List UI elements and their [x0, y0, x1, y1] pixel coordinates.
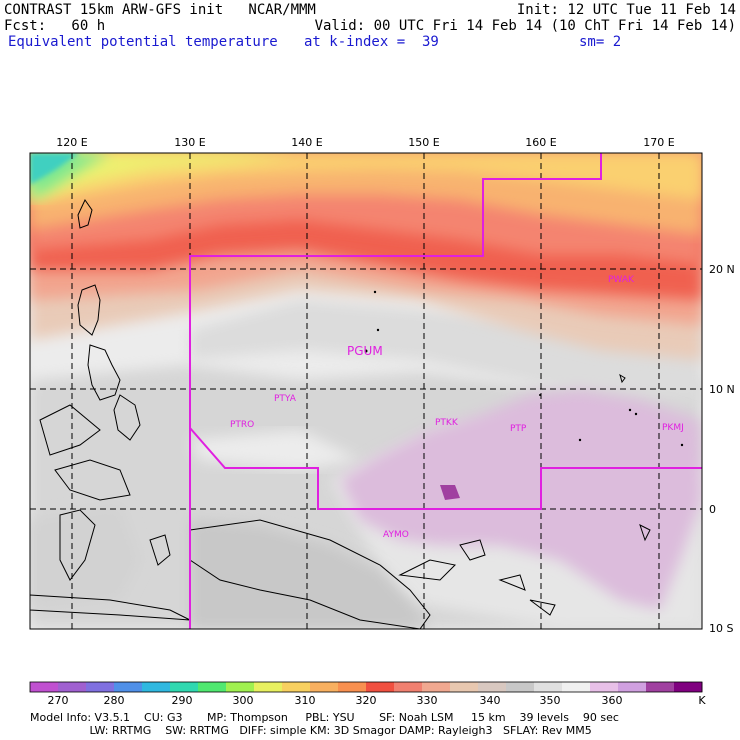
lon-axis: 120 E 130 E 140 E 150 E 160 E 170 E: [56, 136, 674, 149]
lon-label-150e: 150 E: [408, 136, 439, 149]
lon-label-130e: 130 E: [174, 136, 205, 149]
station-ptpn: PTP: [510, 424, 527, 434]
station-labels: PGUM PWAK PTYA PTRO PTKK PTP PKMJ AYMO: [230, 275, 684, 540]
colorbar-swatch: [422, 682, 451, 692]
colorbar-swatch: [170, 682, 199, 692]
lon-label-170e: 170 E: [643, 136, 674, 149]
cbar-label-360: 360: [602, 694, 623, 707]
colorbar-swatch: [338, 682, 367, 692]
station-pkmj: PKMJ: [662, 423, 684, 433]
lat-label-10s: 10 S: [709, 622, 733, 635]
station-aymo: AYMO: [383, 530, 409, 540]
model-title: CONTRAST 15km ARW-GFS init NCAR/MMM: [4, 2, 316, 18]
colorbar-swatch: [534, 682, 563, 692]
station-ptro: PTRO: [230, 420, 254, 430]
station-pgum: PGUM: [347, 344, 383, 358]
level-label: at k-index = 39: [304, 34, 439, 50]
init-time: Init: 12 UTC Tue 11 Feb 14: [516, 2, 736, 18]
map-frame: [29, 152, 703, 630]
colorbar-swatch: [394, 682, 423, 692]
colorbar-swatch: [646, 682, 675, 692]
cbar-label-330: 330: [417, 694, 438, 707]
lon-label-120e: 120 E: [56, 136, 87, 149]
colorbar-swatch: [562, 682, 591, 692]
cbar-label-270: 270: [48, 694, 69, 707]
station-ptkk: PTKK: [435, 418, 459, 428]
colorbar-swatch: [114, 682, 143, 692]
colorbar-swatch: [366, 682, 395, 692]
station-ptya: PTYA: [274, 394, 297, 404]
cbar-label-350: 350: [540, 694, 561, 707]
colorbar-swatch: [142, 682, 171, 692]
colorbar-swatch: [310, 682, 339, 692]
lat-label-10n: 10 N: [709, 383, 735, 396]
colorbar-swatch: [282, 682, 311, 692]
theta-e-field: [30, 153, 702, 629]
field-name: Equivalent potential temperature: [8, 34, 278, 50]
colorbar-swatch: [198, 682, 227, 692]
smoothing-label: sm= 2: [579, 34, 622, 50]
lon-label-160e: 160 E: [525, 136, 556, 149]
cbar-label-340: 340: [480, 694, 501, 707]
cbar-label-310: 310: [295, 694, 316, 707]
forecast-hour: Fcst: 60 h: [4, 18, 106, 34]
colorbar-swatch: [450, 682, 479, 692]
colorbar-swatch: [478, 682, 507, 692]
colorbar-swatch: [506, 682, 535, 692]
station-pwak: PWAK: [608, 275, 635, 285]
colorbar-swatch: [674, 682, 703, 692]
model-info-line1: Model Info: V3.5.1 CU: G3 MP: Thompson P…: [30, 711, 619, 724]
cbar-label-300: 300: [233, 694, 254, 707]
valid-time: Valid: 00 UTC Fri 14 Feb 14 (10 ChT Fri …: [314, 18, 736, 34]
colorbar-swatch: [590, 682, 619, 692]
colorbar: [29, 681, 703, 693]
colorbar-swatch: [58, 682, 87, 692]
lat-axis: 20 N 10 N 0 10 S: [709, 263, 735, 635]
lon-label-140e: 140 E: [291, 136, 322, 149]
cbar-label-320: 320: [356, 694, 377, 707]
fir-boundaries: [189, 153, 702, 629]
islands: [364, 290, 684, 447]
cbar-units: K: [698, 694, 706, 707]
colorbar-swatch: [254, 682, 283, 692]
colorbar-swatch: [86, 682, 115, 692]
colorbar-frame: [29, 681, 703, 693]
lat-label-eq: 0: [709, 503, 716, 516]
colorbar-swatch: [30, 682, 59, 692]
colorbar-labels: 270 280 290 300 310 320 330 340 350 360 …: [48, 694, 707, 707]
colorbar-swatch: [226, 682, 255, 692]
lat-label-20n: 20 N: [709, 263, 735, 276]
colorbar-swatch: [618, 682, 647, 692]
model-info-line2: LW: RRTMG SW: RRTMG DIFF: simple KM: 3D …: [30, 724, 592, 737]
cbar-label-290: 290: [172, 694, 193, 707]
cbar-label-280: 280: [104, 694, 125, 707]
